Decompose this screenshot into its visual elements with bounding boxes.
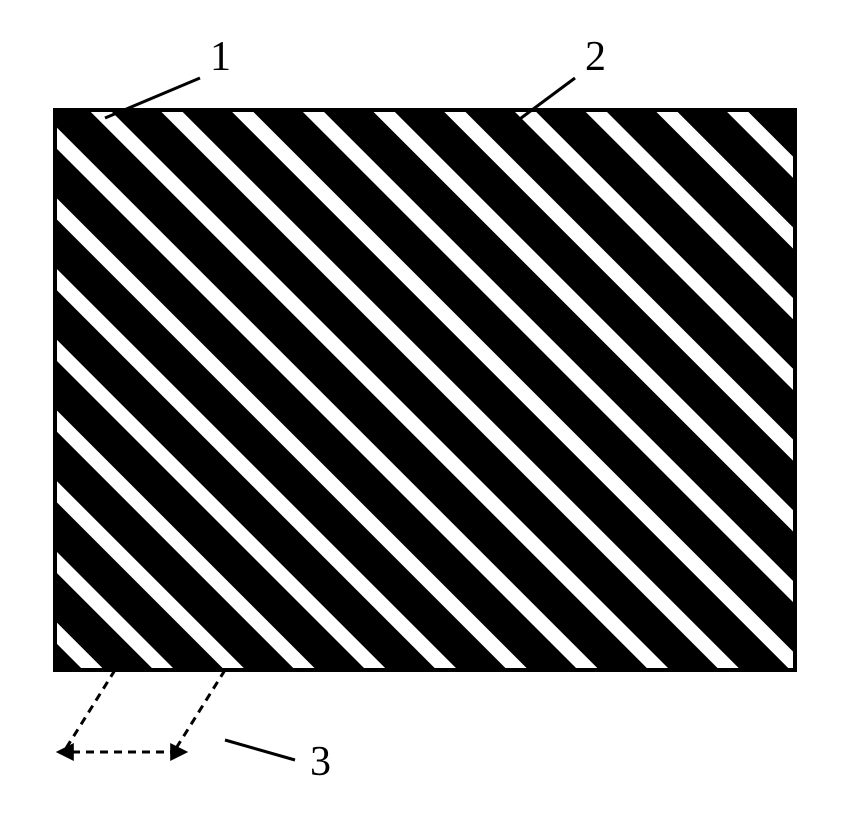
diagram-canvas: 1 2 3	[0, 0, 851, 832]
label-2: 2	[585, 34, 606, 80]
pitch-dimension	[65, 670, 225, 752]
diagram-svg: 1 2 3	[0, 0, 851, 832]
hatched-rectangle	[55, 110, 795, 670]
label-1: 1	[210, 34, 231, 80]
label-3: 3	[310, 739, 331, 785]
